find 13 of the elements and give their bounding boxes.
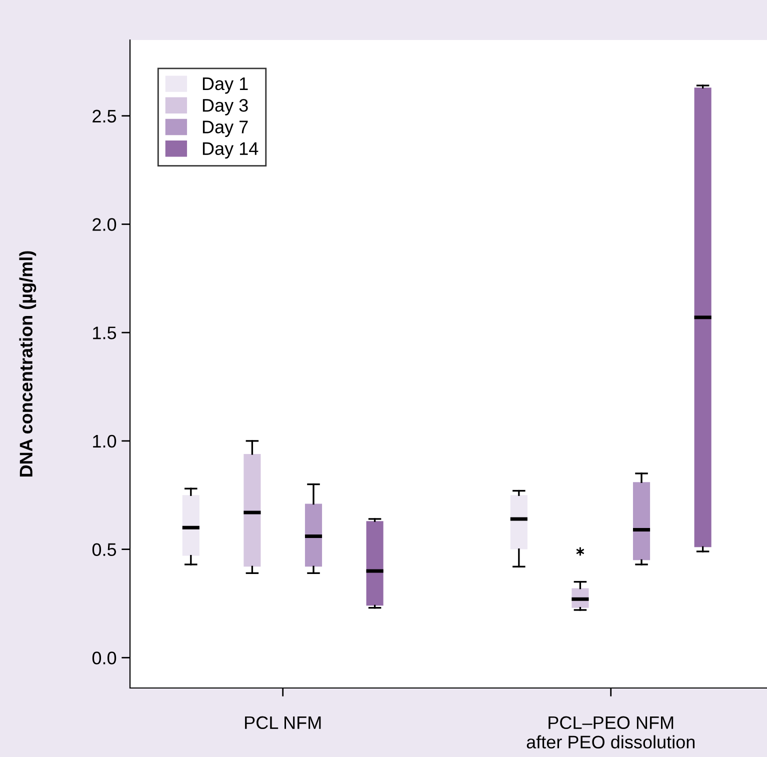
- legend-label: Day 7: [202, 120, 248, 137]
- y-tick-label: 0.5: [92, 543, 116, 556]
- legend-label: Day 1: [202, 78, 248, 94]
- y-tick-label: 2.5: [92, 110, 116, 123]
- y-tick-label: 1.0: [93, 434, 116, 448]
- legend-label: Day 14: [202, 142, 258, 159]
- y-tick-label: 2.0: [92, 218, 116, 231]
- x-tick-label: PCL NFM: [245, 716, 321, 730]
- legend-label: Day 3: [202, 98, 248, 116]
- y-axis-title: DNA concentration (µg/ml): [19, 251, 36, 476]
- y-tick-label: 1.5: [93, 326, 116, 340]
- y-tick-label: 0.0: [92, 652, 116, 664]
- x-tick-label: PCL–PEO NFM after PEO dissolution: [526, 716, 694, 748]
